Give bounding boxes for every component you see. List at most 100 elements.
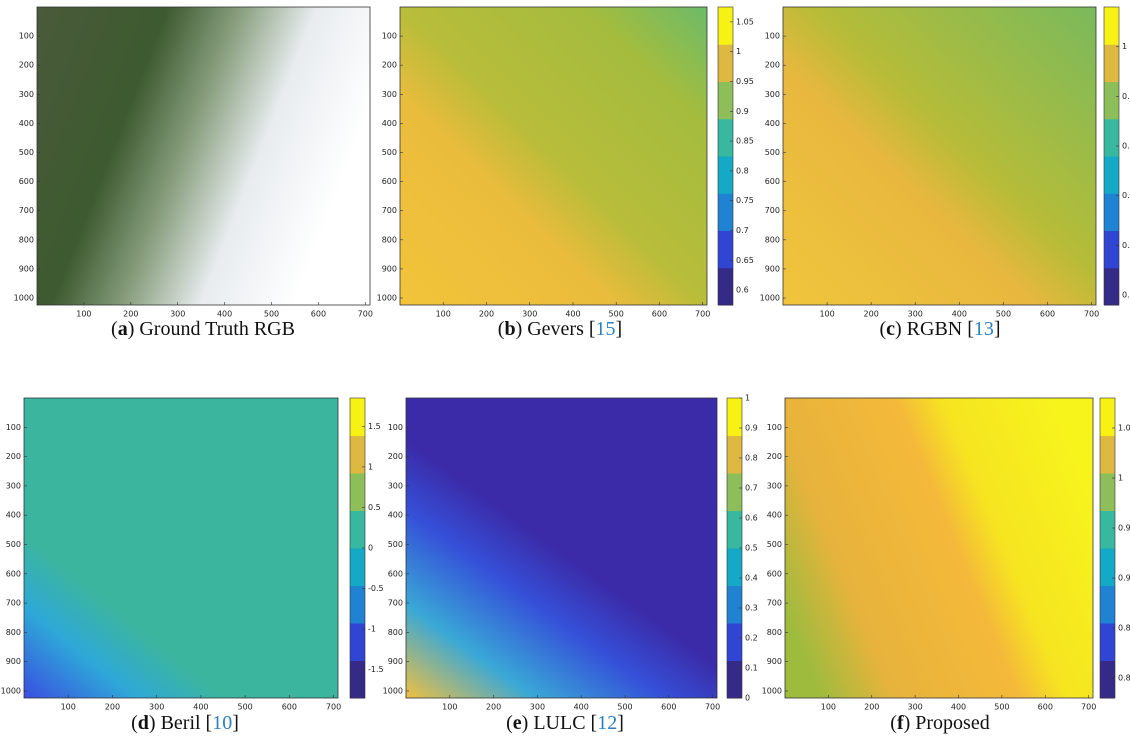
colorbar-band: [727, 660, 742, 699]
y-tick-label: 300: [767, 481, 782, 490]
colorbar-tick-label: 1: [736, 47, 741, 56]
y-tick-label: 300: [765, 90, 780, 99]
colorbar-frame: [1103, 6, 1120, 306]
colorbar-tick-label: 0.9: [1118, 574, 1130, 583]
colorbar-band: [1104, 267, 1119, 306]
y-tick-label: 900: [767, 657, 782, 666]
colorbar-tick-label: 0.2: [745, 634, 758, 643]
y-tick-label: 700: [6, 599, 21, 608]
y-tick-label: 1000: [1, 686, 21, 695]
x-tick-label: 600: [661, 703, 676, 712]
colorbar-band: [727, 435, 742, 474]
x-tick-label: 700: [705, 703, 720, 712]
colorbar-band: [1104, 230, 1119, 269]
x-tick-label: 300: [522, 310, 537, 319]
colorbar-tick-label: 0.: [1122, 191, 1130, 200]
caption-text: ]: [993, 318, 1001, 340]
colorbar-band: [1100, 623, 1115, 661]
caption: (b) Gevers [15]: [395, 318, 725, 341]
citation[interactable]: 10: [212, 712, 233, 734]
caption-label: f: [896, 712, 904, 734]
image: [783, 7, 1096, 305]
y-tick-label: 500: [19, 148, 34, 157]
colorbar-band: [350, 398, 365, 436]
x-tick-label: 600: [311, 310, 326, 319]
x-tick-label: 600: [652, 310, 667, 319]
x-tick-label: 700: [1084, 310, 1099, 319]
colorbar-band: [1100, 473, 1115, 511]
x-tick-label: 500: [617, 703, 632, 712]
colorbar-tick-label: 0.: [1122, 142, 1130, 151]
image: [400, 7, 707, 305]
x-tick-label: 100: [76, 310, 91, 319]
y-tick-label: 200: [382, 61, 397, 70]
y-tick-label: 600: [765, 177, 780, 186]
axes-frame: [36, 6, 371, 306]
colorbar-band: [350, 510, 365, 549]
colorbar-tick-label: 1.5: [368, 422, 381, 431]
x-tick-label: 400: [951, 703, 966, 712]
x-tick-label: 400: [574, 703, 589, 712]
caption-text: (: [506, 712, 513, 734]
colorbar-tick-label: 1: [1122, 42, 1127, 51]
y-tick-label: 700: [19, 206, 34, 215]
colorbar-tick-label: 0.4: [745, 574, 758, 583]
colorbar-tick-label: 0.9: [736, 107, 749, 116]
y-tick-label: 700: [388, 599, 403, 608]
colorbar-band: [350, 585, 365, 624]
caption: (c) RGBN [13]: [775, 318, 1105, 341]
y-tick-label: 1000: [14, 294, 34, 303]
colorbar-tick-label: 0: [745, 694, 750, 703]
colorbar-band: [718, 230, 733, 269]
caption-text: ) Gevers [: [515, 318, 596, 340]
colorbar-tick-label: 0.3: [745, 604, 758, 613]
colorbar-tick-label: 0.75: [736, 196, 754, 205]
citation[interactable]: 13: [973, 318, 994, 340]
colorbar-band: [1100, 548, 1115, 586]
y-tick-label: 900: [388, 657, 403, 666]
y-tick-label: 500: [6, 540, 21, 549]
axes-frame: [782, 6, 1097, 306]
citation[interactable]: 15: [595, 318, 616, 340]
colorbar-band: [350, 660, 365, 699]
colorbar-band: [1100, 585, 1115, 624]
y-tick-label: 100: [765, 32, 780, 41]
colorbar-tick-label: 0.5: [368, 503, 381, 512]
colorbar-band: [718, 118, 733, 157]
axes-frame: [23, 397, 339, 699]
caption-text: ) Beril [: [148, 712, 213, 734]
panel: 100 200 300 400 500 600 700 100 200 300 400 500 600 7…: [14, 6, 373, 319]
x-tick-label: 500: [994, 703, 1009, 712]
caption-text: ]: [615, 318, 623, 340]
x-tick-label: 400: [193, 703, 208, 712]
x-tick-label: 500: [996, 310, 1011, 319]
citation[interactable]: 12: [597, 712, 618, 734]
y-tick-label: 300: [6, 481, 21, 490]
x-tick-label: 300: [170, 310, 185, 319]
colorbar-tick-label: 0.7: [745, 484, 758, 493]
colorbar-tick-label: -0.5: [368, 584, 384, 593]
panel: 100 200 300 400 500 600 700 100 200 300 400 500 600 7…: [760, 6, 1130, 319]
colorbar-tick-label: 0.6: [736, 286, 749, 295]
panel: 100 200 300 400 500 600 700 100 200 300 400 500 600 7…: [377, 6, 754, 319]
colorbar-band: [727, 398, 742, 436]
x-tick-label: 200: [864, 310, 879, 319]
y-tick-label: 300: [388, 481, 403, 490]
x-tick-label: 500: [264, 310, 279, 319]
colorbar-band: [350, 473, 365, 511]
x-tick-label: 400: [217, 310, 232, 319]
colorbar-tick-label: 0.8: [1118, 674, 1130, 683]
y-tick-label: 400: [19, 119, 34, 128]
x-tick-label: 100: [819, 310, 834, 319]
y-tick-label: 400: [388, 511, 403, 520]
panel: 100 200 300 400 500 600 700 100 200 300 400 500 600 7…: [383, 394, 758, 712]
colorbar-band: [727, 473, 742, 511]
image: [785, 398, 1093, 698]
y-tick-label: 800: [388, 628, 403, 637]
x-tick-label: 300: [908, 310, 923, 319]
y-tick-label: 300: [19, 90, 34, 99]
y-tick-label: 200: [6, 452, 21, 461]
y-tick-label: 600: [767, 569, 782, 578]
y-tick-label: 600: [19, 177, 34, 186]
caption-text: (: [890, 712, 897, 734]
